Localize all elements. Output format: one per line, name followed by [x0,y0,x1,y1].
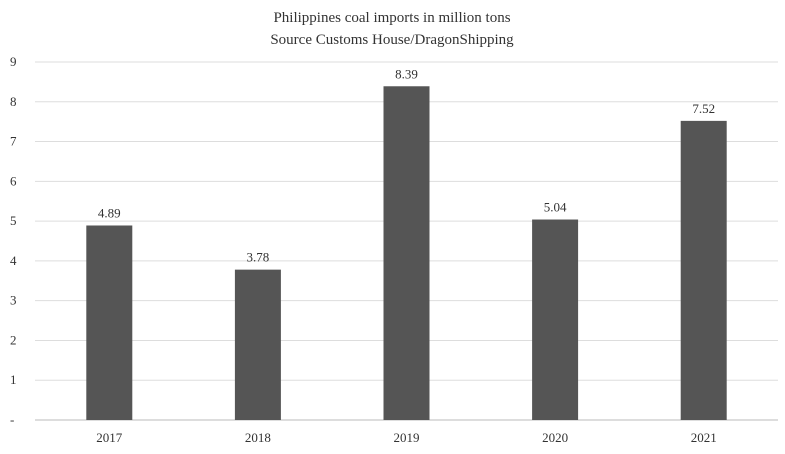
y-tick-label: 9 [10,54,17,69]
x-axis: 2017 2018 2019 2020 2021 [96,430,716,445]
x-tick-label-2019: 2019 [394,430,420,445]
y-tick-label: 6 [10,173,17,188]
bar-2019 [383,86,430,421]
bar-2017 [86,225,133,420]
x-tick-label-2017: 2017 [96,430,123,445]
y-tick-label: 2 [10,332,17,347]
y-tick-label: 7 [10,134,17,149]
x-tick-label-2020: 2020 [542,430,568,445]
data-label-2021: 7.52 [692,101,715,116]
data-label-2020: 5.04 [544,200,567,215]
data-label-2019: 8.39 [395,66,418,81]
x-tick-label-2021: 2021 [691,430,717,445]
chart-subtitle: Source Customs House/DragonShipping [270,32,514,48]
bar-2021 [680,120,727,421]
y-tick-label: 5 [10,213,17,228]
data-labels: 4.89 3.78 8.39 5.04 7.52 [98,66,715,264]
y-tick-label: 1 [10,372,17,387]
bars [86,86,727,421]
y-tick-label: 4 [10,253,17,268]
y-tick-label: 8 [10,94,17,109]
bar-2018 [234,269,281,420]
y-tick-label: - [10,412,14,427]
chart-title: Philippines coal imports in million tons [273,10,510,26]
y-tick-label: 3 [10,293,17,308]
bar-2020 [532,219,579,420]
data-label-2017: 4.89 [98,205,121,220]
y-axis: - 1 2 3 4 5 6 7 8 9 [10,54,17,427]
x-tick-label-2018: 2018 [245,430,271,445]
data-label-2018: 3.78 [247,250,270,265]
